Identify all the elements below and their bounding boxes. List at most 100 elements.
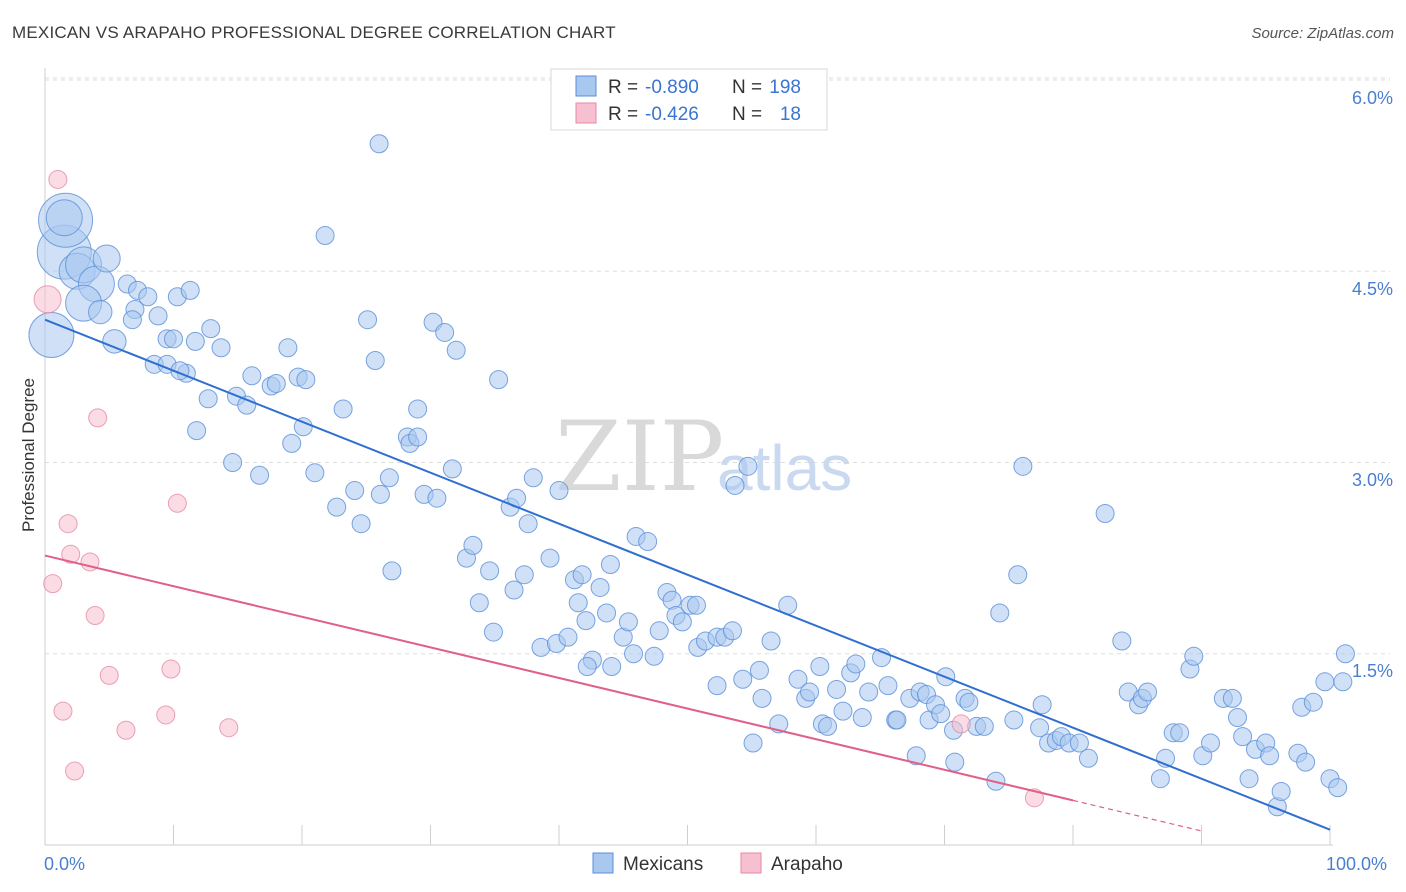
mexicans-point bbox=[138, 287, 158, 307]
mexicans-point bbox=[180, 280, 200, 300]
mexicans-point bbox=[45, 199, 83, 237]
mexicans-point bbox=[906, 746, 926, 766]
arapaho-point bbox=[61, 544, 81, 564]
mexicans-point bbox=[315, 226, 335, 246]
chart-title: MEXICAN VS ARAPAHO PROFESSIONAL DEGREE C… bbox=[12, 23, 616, 42]
legend-n-label-arapaho: N = bbox=[732, 104, 762, 125]
arapaho-point bbox=[65, 761, 85, 781]
mexicans-point bbox=[852, 708, 872, 727]
arapaho-point bbox=[156, 705, 176, 725]
mexicans-point bbox=[649, 621, 669, 641]
arapaho-trend-line bbox=[44, 554, 1074, 802]
mexicans-point bbox=[427, 488, 447, 508]
mexicans-point bbox=[752, 688, 772, 708]
arapaho-trend-extension bbox=[1072, 799, 1202, 832]
y-tick-label-4-5: 4.5% bbox=[1352, 279, 1393, 299]
mexicans-point bbox=[28, 312, 75, 358]
arapaho-point bbox=[951, 714, 971, 734]
mexicans-point bbox=[1335, 644, 1355, 664]
mexicans-point bbox=[600, 555, 620, 574]
mexicans-point bbox=[1260, 746, 1280, 766]
watermark-zip: ZIP bbox=[555, 401, 724, 513]
axes bbox=[44, 68, 1333, 846]
mexicans-trend-line bbox=[44, 318, 1331, 831]
arapaho-point bbox=[43, 574, 63, 594]
arapaho-point bbox=[161, 659, 181, 679]
mexicans-point bbox=[597, 603, 617, 623]
mexicans-point bbox=[1200, 733, 1220, 753]
bottom-legend-label-mexicans: Mexicans bbox=[623, 854, 703, 875]
mexicans-point bbox=[1013, 456, 1033, 476]
mexicans-point bbox=[435, 322, 455, 342]
bottom-legend-label-arapaho: Arapaho bbox=[771, 854, 843, 875]
mexicans-point bbox=[382, 561, 402, 581]
mexicans-point bbox=[788, 669, 808, 689]
legend-swatch-mexicans bbox=[575, 75, 597, 97]
mexicans-point bbox=[442, 459, 462, 479]
mexicans-point bbox=[733, 669, 753, 689]
bottom-legend-swatch-mexicans bbox=[592, 852, 614, 874]
mexicans-point bbox=[1004, 710, 1024, 730]
mexicans-point bbox=[959, 692, 979, 712]
mexicans-point bbox=[92, 244, 121, 273]
mexicans-point bbox=[333, 399, 353, 419]
tick-labels: 0.0% 100.0% 1.5% 3.0% 4.5% 6.0% bbox=[44, 88, 1393, 874]
mexicans-point bbox=[549, 481, 569, 501]
mexicans-point bbox=[296, 370, 316, 390]
mexicans-point bbox=[827, 679, 847, 699]
mexicans-point bbox=[725, 475, 745, 495]
mexicans-point bbox=[1150, 769, 1170, 789]
mexicans-point bbox=[469, 593, 489, 613]
mexicans-point bbox=[1303, 692, 1323, 712]
mexicans-point bbox=[576, 611, 596, 631]
mexicans-point bbox=[278, 338, 298, 358]
mexicans-point bbox=[148, 306, 168, 326]
arapaho-point bbox=[1024, 788, 1044, 808]
arapaho-point bbox=[53, 701, 73, 721]
mexicans-point bbox=[327, 497, 347, 517]
mexicans-point bbox=[345, 481, 365, 501]
mexicans-point bbox=[211, 338, 231, 358]
mexicans-point bbox=[1333, 672, 1353, 692]
mexicans-point bbox=[1271, 781, 1291, 801]
legend-n-value-arapaho: 18 bbox=[780, 104, 801, 125]
mexicans-point bbox=[931, 704, 951, 724]
y-tick-label-3-0: 3.0% bbox=[1352, 470, 1393, 490]
mexicans-point bbox=[749, 660, 769, 680]
mexicans-point bbox=[201, 319, 221, 339]
mexicans-point bbox=[568, 593, 588, 613]
mexicans-point bbox=[187, 421, 207, 441]
mexicans-point bbox=[164, 329, 183, 349]
mexicans-point bbox=[463, 535, 483, 555]
mexicans-point bbox=[1328, 778, 1348, 798]
y-tick-label-6-0: 6.0% bbox=[1352, 88, 1393, 108]
mexicans-point bbox=[514, 565, 534, 585]
mexicans-point bbox=[504, 580, 524, 600]
mexicans-point bbox=[707, 676, 727, 696]
mexicans-point bbox=[185, 331, 205, 351]
mexicans-point bbox=[1078, 748, 1098, 768]
mexicans-point bbox=[572, 565, 592, 585]
arapaho-point bbox=[116, 720, 136, 740]
mexicans-point bbox=[686, 595, 706, 615]
arapaho-point bbox=[33, 285, 62, 314]
mexicans-point bbox=[1008, 565, 1028, 585]
mexicans-point bbox=[590, 577, 610, 597]
mexicans-point bbox=[1069, 733, 1089, 753]
mexicans-point bbox=[818, 716, 838, 736]
mexicans-point bbox=[618, 612, 638, 632]
mexicans-point bbox=[282, 433, 302, 453]
mexicans-point bbox=[878, 676, 898, 696]
y-axis-label: Professional Degree bbox=[19, 378, 38, 532]
mexicans-point bbox=[722, 621, 742, 641]
mexicans-point bbox=[369, 134, 389, 154]
legend-r-value-mexicans: -0.890 bbox=[645, 77, 699, 98]
arapaho-point bbox=[85, 606, 105, 625]
mexicans-point bbox=[483, 622, 503, 642]
arapaho-point bbox=[99, 665, 119, 685]
legend-n-value-mexicans: 198 bbox=[769, 77, 801, 98]
mexicans-point bbox=[1315, 672, 1335, 692]
mexicans-point bbox=[198, 389, 218, 409]
mexicans-point bbox=[365, 351, 385, 370]
